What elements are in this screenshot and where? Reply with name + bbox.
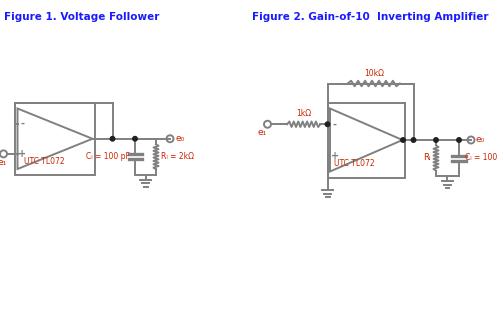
Text: UTC TL072: UTC TL072 — [334, 159, 374, 169]
Text: Cₗ = 100 pF: Cₗ = 100 pF — [86, 152, 130, 161]
Text: e₁: e₁ — [258, 128, 267, 137]
Text: e₀: e₀ — [176, 134, 185, 143]
Text: +: + — [331, 151, 339, 161]
Text: 10kΩ: 10kΩ — [364, 69, 384, 78]
Circle shape — [400, 138, 405, 142]
Text: +: + — [18, 149, 26, 159]
Circle shape — [457, 138, 461, 142]
Text: Figure 2. Gain-of-10  Inverting Amplifier: Figure 2. Gain-of-10 Inverting Amplifier — [252, 13, 489, 22]
Text: -: - — [333, 119, 337, 129]
Circle shape — [434, 138, 438, 142]
Text: UTC TL072: UTC TL072 — [24, 157, 64, 166]
Circle shape — [133, 137, 137, 141]
Text: Figure 1. Voltage Follower: Figure 1. Voltage Follower — [4, 13, 160, 22]
Text: e₀: e₀ — [476, 136, 485, 145]
Circle shape — [325, 122, 330, 126]
Text: Cₗ = 100 pF: Cₗ = 100 pF — [465, 153, 500, 162]
Text: e₁: e₁ — [0, 158, 7, 167]
Text: 1kΩ: 1kΩ — [296, 109, 312, 118]
Text: -: - — [20, 118, 24, 129]
Circle shape — [110, 137, 115, 141]
Text: Rₗ = 2kΩ: Rₗ = 2kΩ — [161, 152, 194, 161]
Text: Rₗ: Rₗ — [423, 153, 430, 162]
Circle shape — [411, 138, 416, 142]
